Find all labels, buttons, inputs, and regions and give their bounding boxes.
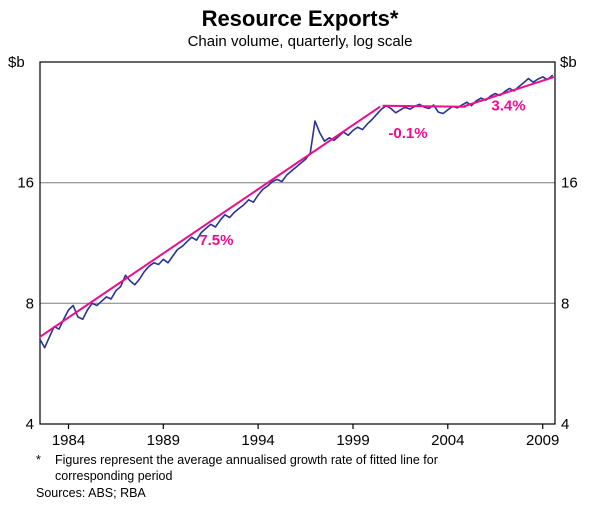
y-axis-unit-right: $b: [560, 54, 577, 71]
svg-text:-0.1%: -0.1%: [388, 125, 427, 142]
trend-lines: [39, 76, 555, 338]
svg-text:16: 16: [561, 175, 578, 192]
x-axis-ticks: 1984 1989 1994 1999 2004 2009: [52, 424, 559, 449]
svg-text:2009: 2009: [526, 432, 559, 449]
svg-text:4: 4: [561, 416, 569, 433]
footnote-line2: corresponding period: [55, 469, 173, 483]
series-line: [39, 74, 553, 349]
chart-title: Resource Exports*: [201, 6, 399, 31]
y-axis-labels: 16 16 8 8 4 4: [17, 175, 577, 433]
svg-text:1999: 1999: [336, 432, 369, 449]
y-axis-unit-left: $b: [8, 54, 25, 71]
footnote-sources: Sources: ABS; RBA: [36, 486, 146, 500]
svg-text:7.5%: 7.5%: [199, 232, 233, 249]
gridlines: [40, 182, 555, 304]
trend-annotations: 7.5% -0.1% 3.4%: [199, 98, 525, 249]
footnote-line1: Figures represent the average annualised…: [55, 453, 438, 467]
svg-text:8: 8: [26, 295, 34, 312]
svg-text:4: 4: [26, 416, 34, 433]
chart-footnote: * Figures represent the average annualis…: [36, 452, 592, 501]
footnote-marker: *: [36, 453, 41, 467]
svg-text:8: 8: [561, 295, 569, 312]
svg-text:1989: 1989: [147, 432, 180, 449]
svg-text:2004: 2004: [431, 432, 464, 449]
svg-text:1994: 1994: [241, 432, 274, 449]
svg-text:1984: 1984: [52, 432, 85, 449]
plot-border: [39, 61, 556, 425]
svg-text:3.4%: 3.4%: [491, 98, 525, 115]
svg-text:16: 16: [17, 175, 34, 192]
chart-subtitle: Chain volume, quarterly, log scale: [187, 33, 413, 50]
